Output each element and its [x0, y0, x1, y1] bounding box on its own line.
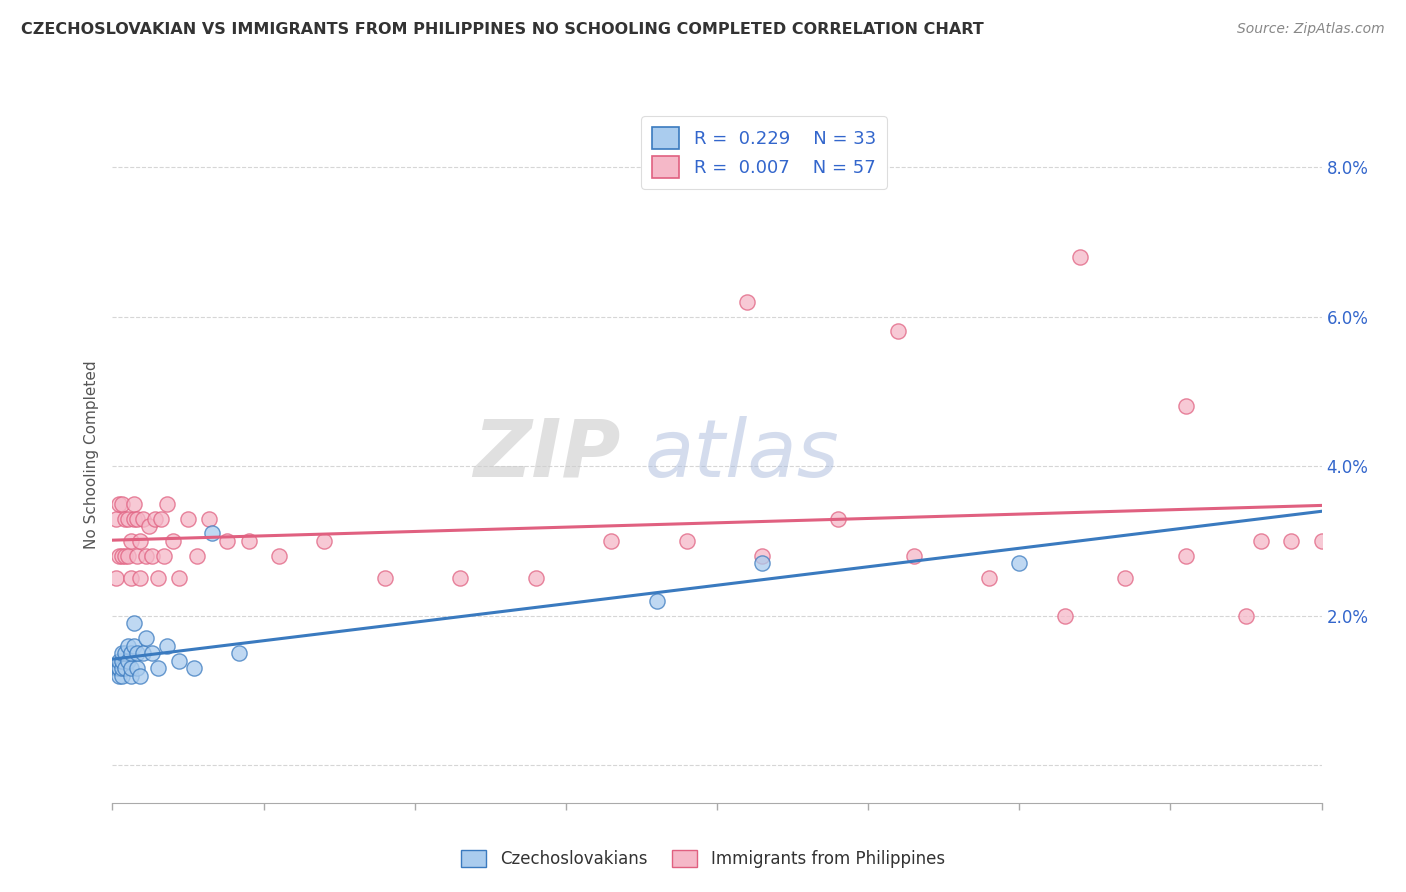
Point — [110, 668, 132, 682]
Point — [110, 646, 132, 660]
Point — [1069, 250, 1091, 264]
Point — [120, 533, 142, 548]
Point — [1053, 608, 1076, 623]
Point — [114, 549, 136, 563]
Point — [1279, 533, 1302, 548]
Point — [737, 294, 759, 309]
Point — [238, 533, 260, 548]
Point — [117, 654, 139, 668]
Point — [107, 497, 129, 511]
Point — [751, 549, 773, 563]
Text: CZECHOSLOVAKIAN VS IMMIGRANTS FROM PHILIPPINES NO SCHOOLING COMPLETED CORRELATIO: CZECHOSLOVAKIAN VS IMMIGRANTS FROM PHILI… — [21, 22, 984, 37]
Point — [125, 549, 148, 563]
Point — [198, 511, 221, 525]
Point — [1310, 533, 1333, 548]
Point — [149, 511, 172, 525]
Point — [114, 646, 136, 660]
Point — [228, 646, 250, 660]
Point — [977, 571, 1000, 585]
Legend: Czechoslovakians, Immigrants from Philippines: Czechoslovakians, Immigrants from Philip… — [454, 843, 952, 875]
Point — [120, 661, 142, 675]
Point — [156, 497, 179, 511]
Point — [156, 639, 179, 653]
Point — [120, 668, 142, 682]
Point — [146, 661, 169, 675]
Text: ZIP: ZIP — [472, 416, 620, 494]
Point — [1174, 549, 1197, 563]
Point — [374, 571, 396, 585]
Point — [645, 594, 668, 608]
Legend: R =  0.229    N = 33, R =  0.007    N = 57: R = 0.229 N = 33, R = 0.007 N = 57 — [641, 116, 887, 189]
Point — [887, 325, 910, 339]
Point — [117, 511, 139, 525]
Point — [153, 549, 176, 563]
Point — [143, 511, 166, 525]
Point — [1008, 557, 1031, 571]
Point — [122, 511, 145, 525]
Point — [125, 661, 148, 675]
Point — [122, 497, 145, 511]
Y-axis label: No Schooling Completed: No Schooling Completed — [84, 360, 100, 549]
Point — [128, 668, 150, 682]
Point — [114, 661, 136, 675]
Text: Source: ZipAtlas.com: Source: ZipAtlas.com — [1237, 22, 1385, 37]
Point — [167, 571, 190, 585]
Point — [138, 519, 160, 533]
Point — [132, 511, 155, 525]
Point — [128, 533, 150, 548]
Point — [122, 639, 145, 653]
Point — [675, 533, 697, 548]
Point — [135, 631, 157, 645]
Point — [120, 571, 142, 585]
Point — [128, 571, 150, 585]
Point — [107, 549, 129, 563]
Point — [125, 511, 148, 525]
Point — [125, 646, 148, 660]
Point — [827, 511, 849, 525]
Point — [162, 533, 184, 548]
Point — [107, 661, 129, 675]
Point — [104, 511, 127, 525]
Point — [132, 646, 155, 660]
Point — [167, 654, 190, 668]
Point — [117, 639, 139, 653]
Point — [903, 549, 925, 563]
Point — [110, 654, 132, 668]
Point — [183, 661, 205, 675]
Point — [449, 571, 471, 585]
Point — [117, 549, 139, 563]
Point — [146, 571, 169, 585]
Point — [120, 646, 142, 660]
Point — [107, 661, 129, 675]
Point — [267, 549, 290, 563]
Point — [600, 533, 623, 548]
Point — [186, 549, 208, 563]
Point — [751, 557, 773, 571]
Point — [122, 616, 145, 631]
Point — [110, 497, 132, 511]
Point — [314, 533, 336, 548]
Point — [110, 661, 132, 675]
Point — [110, 549, 132, 563]
Text: atlas: atlas — [644, 416, 839, 494]
Point — [177, 511, 200, 525]
Point — [135, 549, 157, 563]
Point — [114, 511, 136, 525]
Point — [141, 646, 163, 660]
Point — [1250, 533, 1272, 548]
Point — [1114, 571, 1136, 585]
Point — [524, 571, 547, 585]
Point — [1234, 608, 1257, 623]
Point — [104, 661, 127, 675]
Point — [141, 549, 163, 563]
Point — [107, 668, 129, 682]
Point — [107, 654, 129, 668]
Point — [201, 526, 224, 541]
Point — [217, 533, 239, 548]
Point — [1174, 399, 1197, 413]
Point — [104, 571, 127, 585]
